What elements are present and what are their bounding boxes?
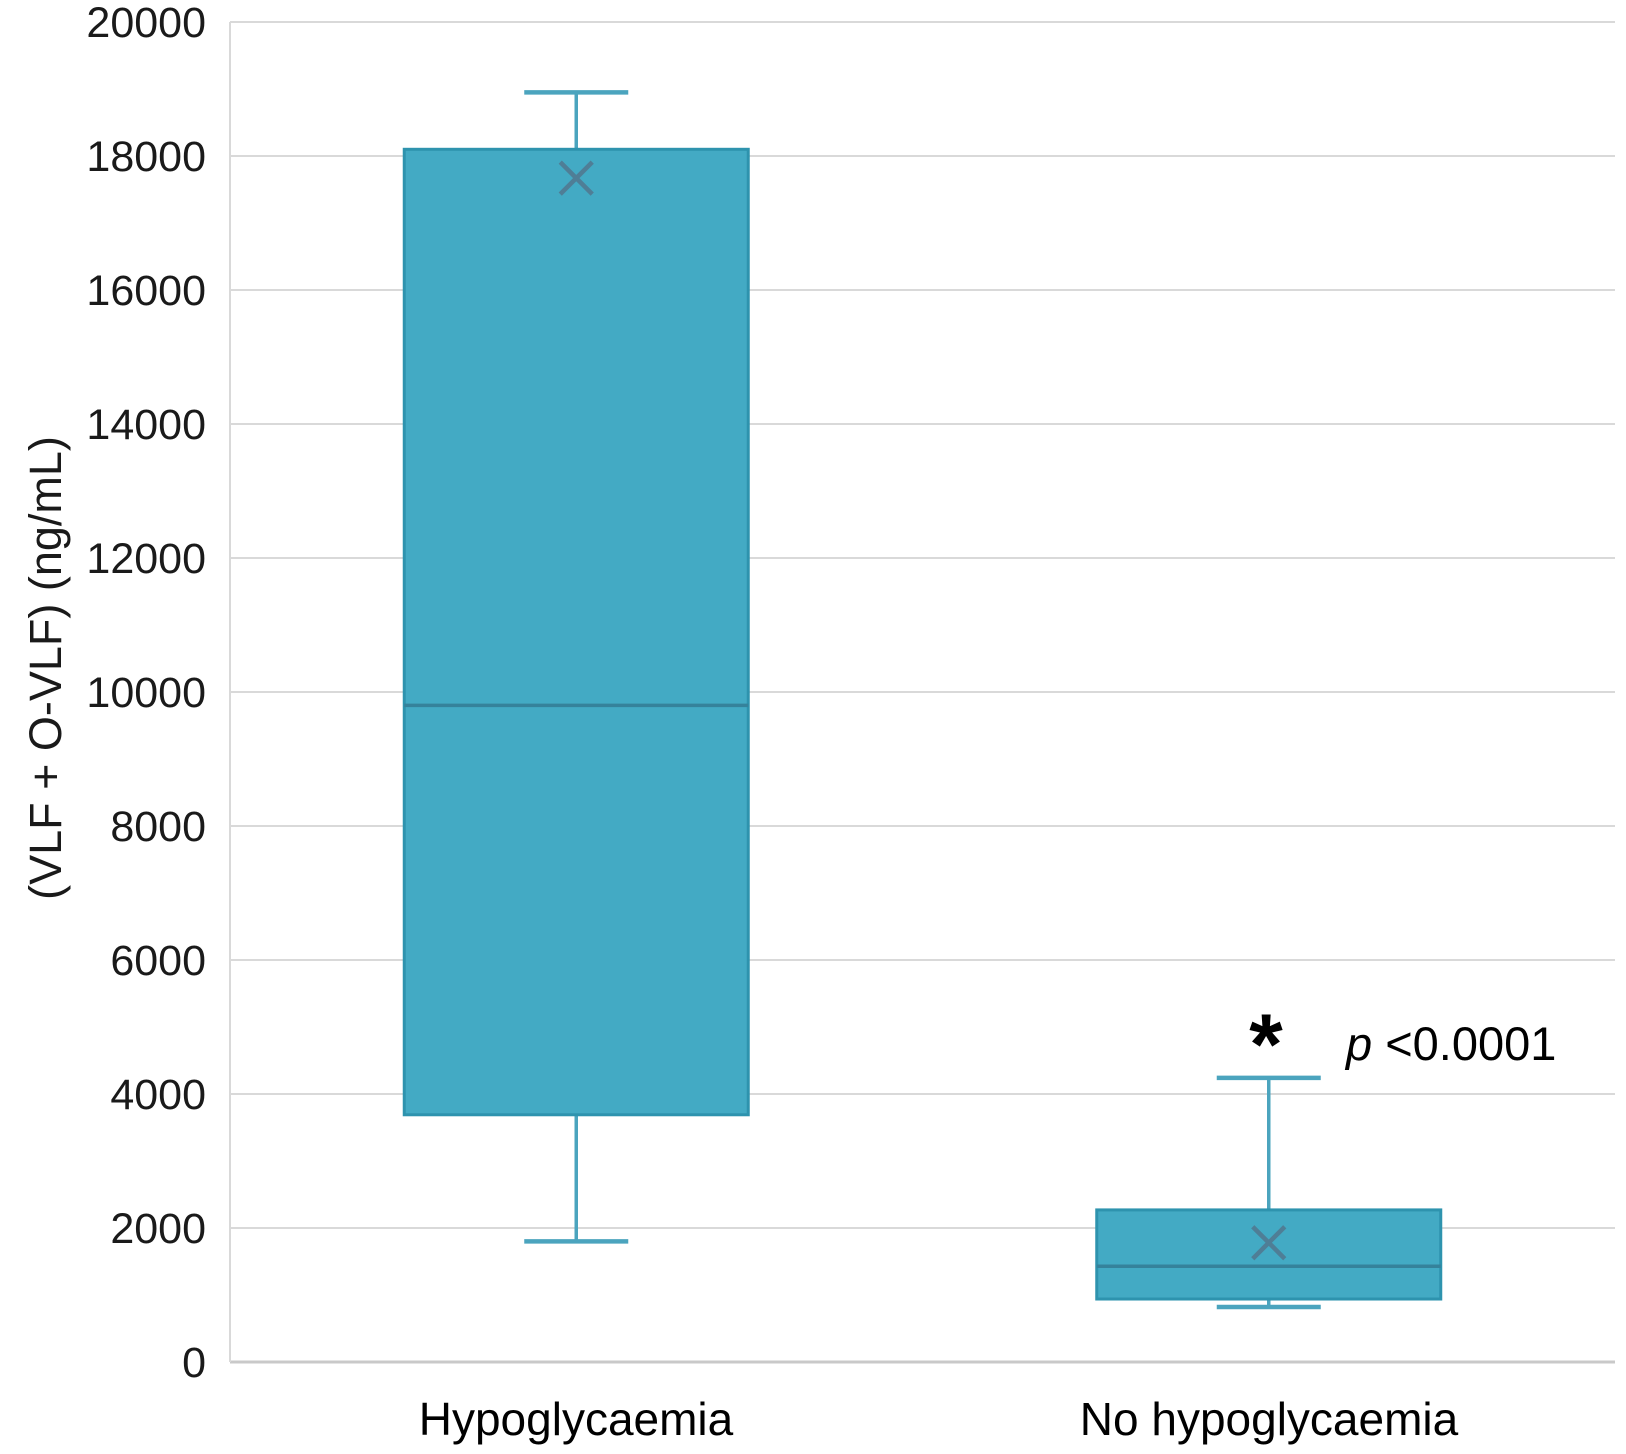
mean-marker-no-hypoglycaemia [1251,1225,1287,1261]
significance-asterisk: * [1249,997,1283,1093]
y-tick-label: 10000 [86,669,206,717]
y-tick-label: 16000 [86,267,206,315]
y-tick-label: 6000 [110,937,206,985]
mean-marker-hypoglycaemia [558,160,594,196]
x-category-label-no-hypoglycaemia: No hypoglycaemia [1079,1393,1459,1445]
y-tick-label: 14000 [86,401,206,449]
y-tick-label: 0 [182,1339,206,1387]
p-value-annotation: p <0.0001 [1346,1016,1556,1071]
y-tick-label: 20000 [86,0,206,47]
box-no-hypoglycaemia [1095,1208,1443,1301]
y-tick-label: 2000 [110,1205,206,1253]
y-tick-label: 18000 [86,133,206,181]
p-value-symbol: p [1346,1017,1373,1070]
box-hypoglycaemia [402,147,750,1117]
x-category-label-hypoglycaemia: Hypoglycaemia [418,1393,734,1445]
y-tick-label: 4000 [110,1071,206,1119]
y-axis-title: (VLF + O-VLF) (ng/mL) [20,436,71,900]
y-tick-label: 8000 [110,803,206,851]
y-tick-label: 12000 [86,535,206,583]
p-value-number: <0.0001 [1372,1017,1557,1070]
